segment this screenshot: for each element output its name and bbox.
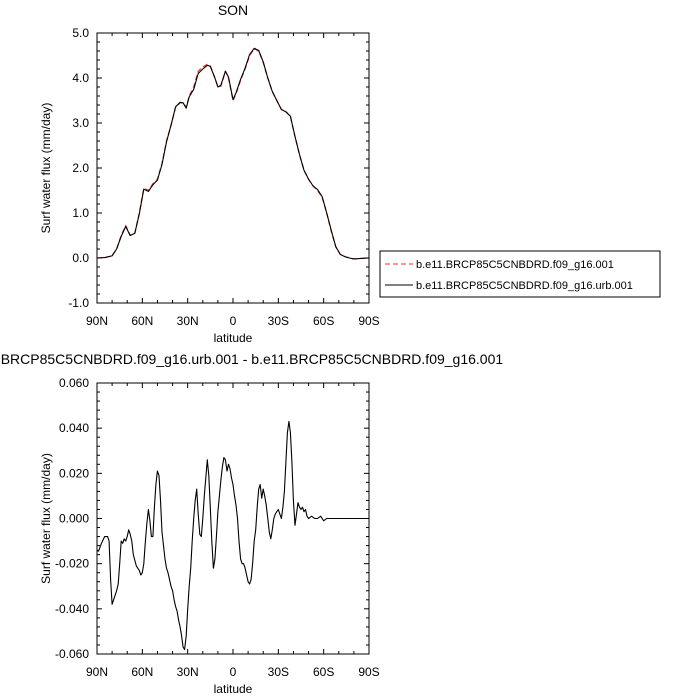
bottom-plot-title: b.e11.BRCP85C5CNBDRD.f09_g16.urb.001 - b… — [0, 351, 503, 367]
x-tick-label: 0 — [230, 314, 237, 328]
x-tick-label: 30S — [268, 665, 289, 679]
bottom-y-axis-label: Surf water flux (mm/day) — [39, 453, 53, 584]
x-tick-label: 30S — [268, 314, 289, 328]
series-line-0 — [96, 420, 369, 651]
x-tick-label: 90N — [86, 314, 108, 328]
y-tick-label: -0.060 — [55, 647, 89, 661]
bottom-series-lines — [96, 420, 369, 651]
x-tick-label: 30N — [177, 314, 199, 328]
x-tick-label: 90S — [358, 665, 379, 679]
legend-label-urb: b.e11.BRCP85C5CNBDRD.f09_g16.urb.001 — [416, 280, 633, 292]
y-tick-label: 4.0 — [72, 71, 89, 85]
y-tick-label: -0.020 — [55, 557, 89, 571]
bottom-axis-ticks: 90N 60N 30N 0 30S 60S 90S -0.060 -0.040 -0.020 0.0… — [55, 376, 380, 679]
y-tick-label: -1.0 — [68, 296, 89, 310]
top-plot-title: SON — [218, 2, 248, 18]
y-tick-label: 0.000 — [59, 512, 89, 526]
legend: b.e11.BRCP85C5CNBDRD.f09_g16.001 b.e11.B… — [379, 250, 661, 298]
y-tick-label: 0.060 — [59, 376, 89, 390]
x-tick-label: 60S — [313, 314, 334, 328]
top-axis-ticks: 90N 60N 30N 0 30S 60S 90S -1.0 0.0 1.0 2.0 3.0 4.0 5.… — [68, 26, 379, 328]
top-x-axis-label: latitude — [214, 331, 253, 345]
y-tick-label: 0.020 — [59, 466, 89, 480]
legend-label-base: b.e11.BRCP85C5CNBDRD.f09_g16.001 — [416, 259, 614, 271]
x-tick-label: 60N — [131, 665, 153, 679]
top-series-lines — [96, 47, 370, 260]
top-y-axis-label: Surf water flux (mm/day) — [39, 103, 53, 234]
y-tick-label: -0.040 — [55, 602, 89, 616]
y-tick-label: 2.0 — [72, 161, 89, 175]
y-tick-label: 0.040 — [59, 421, 89, 435]
x-tick-label: 90S — [358, 314, 379, 328]
y-tick-label: 3.0 — [72, 116, 89, 130]
y-tick-label: 0.0 — [72, 251, 89, 265]
y-tick-label: 1.0 — [72, 206, 89, 220]
x-tick-label: 60S — [313, 665, 334, 679]
top-plot-frame — [96, 32, 370, 304]
top-panel: SON 90N 60N 30N 0 30S 60S 90S -1.0 0.0 1.0 2.0 3.0 4… — [39, 2, 380, 345]
x-tick-label: 30N — [177, 665, 199, 679]
series-line-0 — [96, 48, 370, 260]
bottom-panel: b.e11.BRCP85C5CNBDRD.f09_g16.urb.001 - b… — [0, 351, 503, 696]
y-tick-label: 5.0 — [72, 26, 89, 40]
x-tick-label: 90N — [86, 665, 108, 679]
bottom-x-axis-label: latitude — [214, 682, 253, 696]
x-tick-label: 60N — [131, 314, 153, 328]
series-line-1 — [96, 47, 370, 260]
x-tick-label: 0 — [230, 665, 237, 679]
legend-box — [379, 250, 661, 298]
